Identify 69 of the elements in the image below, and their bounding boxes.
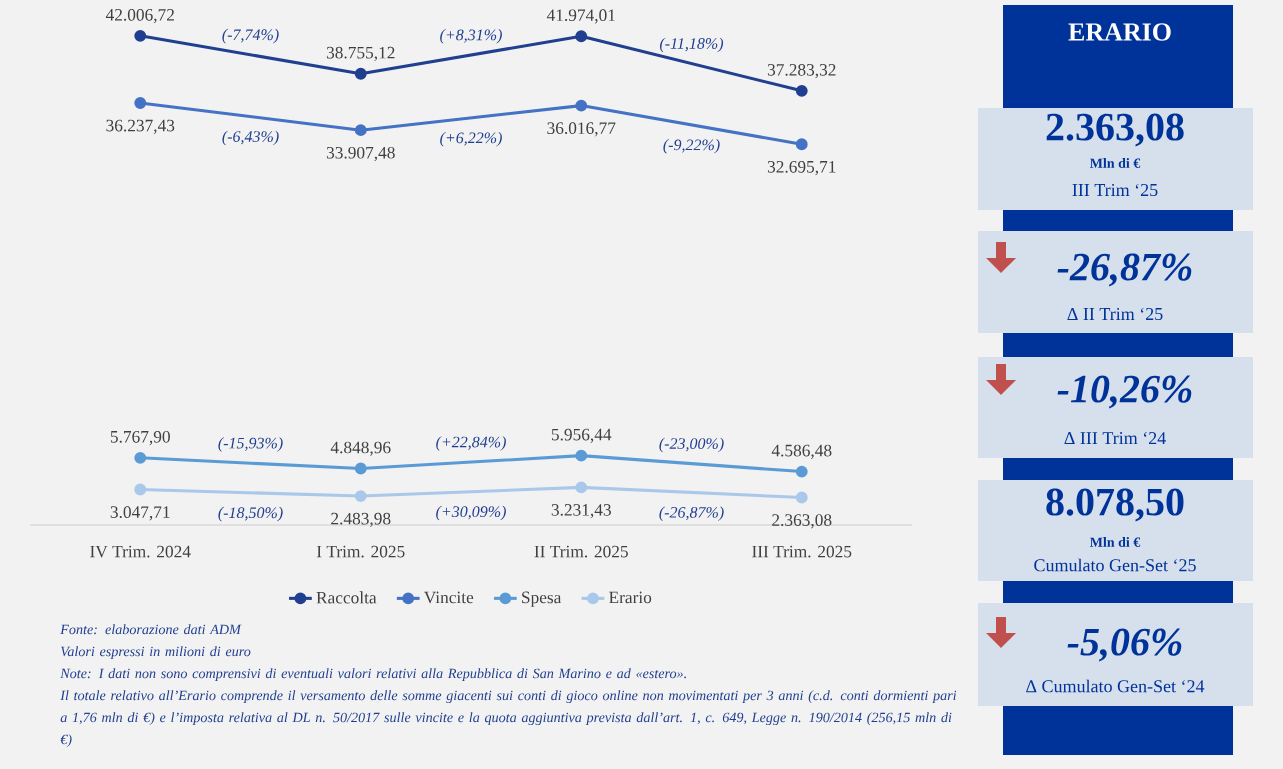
- text: 2.363,08: [1046, 113, 1184, 147]
- text: Il totale relativo all’Erario comprende il versamento delle somme giacenti sui conti di gioco online non movimentati per 3 anni (c.d. conti dormienti pari a 1,76 mln di €) e l’imposta relativa al DL n. 50/2017 sulle vincite e la quota aggiuntiva prevista dall’art. 1, c. 649, Legge n. 190/2014 (256,15 mln di €): [60, 690, 957, 748]
- x-tick-label: I Trim. 2025: [316, 545, 405, 558]
- legend-label: Vincite: [423, 591, 474, 604]
- point: [575, 449, 588, 462]
- data-label: 37.283,32: [767, 63, 836, 79]
- point: [134, 451, 147, 464]
- point: [354, 67, 367, 80]
- point: [795, 138, 808, 151]
- text: III Trim ‘25: [1072, 183, 1158, 197]
- data-label: 5.767,90: [110, 430, 170, 446]
- annotation: (-11,18%): [660, 37, 724, 53]
- data-label: 42.006,72: [105, 8, 174, 24]
- point: [575, 481, 588, 494]
- annotation: (-15,93%): [218, 437, 283, 452]
- annotation: (-6,43%): [222, 130, 279, 146]
- text: Valori espressi in milioni di euro: [61, 646, 251, 660]
- source-note: Fonte: elaborazione dati ADM: [60, 624, 242, 635]
- data-label: 33.907,48: [326, 146, 395, 162]
- text: -5,06%: [1067, 628, 1182, 662]
- point: [134, 97, 147, 109]
- point: [795, 84, 808, 97]
- text: Cumulato Gen-Set ‘25: [1034, 558, 1196, 572]
- text: 8.078,50: [1046, 488, 1184, 522]
- point: [354, 490, 367, 503]
- annotation: (+8,31%): [440, 29, 502, 44]
- point: [575, 30, 588, 43]
- data-label: 3.047,71: [110, 506, 170, 521]
- data-label: 4.848,96: [330, 441, 391, 456]
- annotation: (+30,09%): [436, 505, 506, 521]
- annotation: (-7,74%): [222, 28, 279, 44]
- data-label: 41.974,01: [546, 9, 615, 24]
- point: [575, 99, 588, 112]
- text: Note: I dati non sono comprensivi di eventuali valori relativi alla Repubblica di San Marino e ad «estero».: [60, 668, 686, 682]
- text: -10,26%: [1057, 375, 1192, 409]
- annotation: (+22,84%): [436, 436, 506, 451]
- text: Mln di €: [1089, 158, 1141, 168]
- data-label: 32.695,71: [767, 160, 836, 176]
- data-label: 38.755,12: [326, 46, 395, 62]
- annotation: (-26,87%): [659, 506, 724, 522]
- text: -26,87%: [1057, 253, 1192, 287]
- data-label: 2.363,08: [772, 514, 832, 529]
- point: [354, 124, 367, 137]
- x-tick-label: II Trim. 2025: [534, 545, 628, 558]
- data-label: 4.586,48: [771, 444, 832, 459]
- data-label: 36.016,77: [547, 122, 616, 137]
- x-tick-label: IV Trim. 2024: [90, 545, 191, 558]
- annotation: (-18,50%): [218, 506, 283, 522]
- text: Δ Cumulato Gen-Set ‘24: [1026, 679, 1205, 693]
- legend-label: Raccolta: [316, 591, 377, 604]
- point: [795, 491, 808, 504]
- point: [134, 29, 147, 42]
- text: Mln di €: [1089, 537, 1141, 547]
- annotation: (-9,22%): [663, 139, 720, 154]
- text: Δ II Trim ‘25: [1067, 307, 1163, 321]
- data-label: 2.483,98: [331, 512, 391, 527]
- text: ERARIO: [1068, 23, 1171, 41]
- text: Δ III Trim ‘24: [1064, 432, 1166, 444]
- annotation: (-23,00%): [659, 437, 724, 453]
- point: [795, 465, 808, 478]
- legend-label: Spesa: [522, 591, 562, 607]
- data-label: 5.956,44: [551, 428, 612, 443]
- data-label: 3.231,43: [551, 504, 611, 519]
- point: [134, 483, 147, 496]
- annotation: (+6,22%): [440, 131, 502, 147]
- point: [354, 462, 367, 475]
- x-tick-label: III Trim. 2025: [752, 545, 852, 558]
- data-label: 36.237,43: [106, 119, 175, 134]
- legend-label: Erario: [609, 591, 652, 604]
